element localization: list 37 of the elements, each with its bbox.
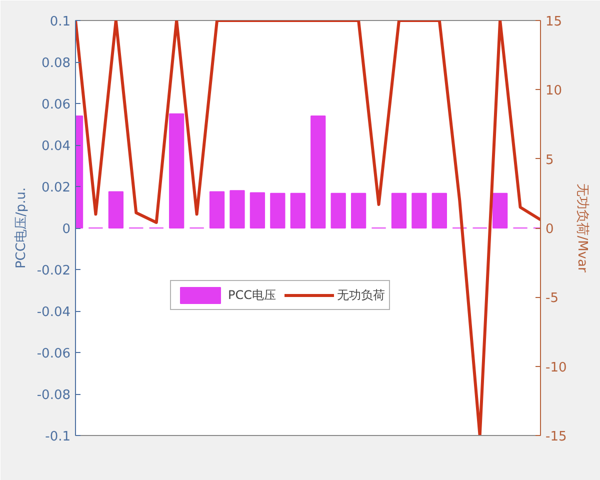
y-tick-label: -0.08: [36, 388, 71, 403]
bar: [310, 115, 326, 228]
y2-axis-title: 无功负荷/Mvar: [574, 184, 590, 273]
y-tick-label: 0.08: [42, 56, 71, 71]
y2-tick-label: 15: [546, 14, 562, 30]
y-tick-label: -0.06: [36, 346, 71, 362]
y2-tick-label: -10: [546, 360, 567, 376]
bar: [290, 192, 306, 228]
y2-tick-label: 5: [546, 152, 554, 168]
line-series: [76, 20, 540, 436]
bar: [250, 192, 266, 228]
y-axis-title: PCC电压/p.u.: [14, 187, 29, 269]
y2-tick-label: -5: [546, 291, 558, 306]
y-tick-label: -0.1: [45, 430, 71, 444]
y2-tick-label: 0: [546, 222, 554, 237]
bar: [169, 113, 184, 228]
bar: [270, 192, 286, 228]
bar: [330, 192, 346, 228]
y-tick-label: 0.1: [50, 14, 71, 30]
y2-tick-label: -15: [546, 430, 567, 444]
bar: [230, 190, 245, 228]
y-tick-label: 0.04: [42, 139, 71, 154]
bar: [391, 192, 407, 228]
y-tick-label: 0.02: [42, 180, 71, 196]
legend-label: PCC电压: [228, 286, 276, 304]
bar: [492, 192, 508, 228]
bar: [412, 192, 427, 228]
bar: [432, 192, 447, 228]
y-tick-label: 0.06: [42, 98, 71, 112]
bar: [209, 191, 225, 228]
legend-label: 无功负荷: [337, 286, 385, 304]
y2-tick-label: 10: [546, 84, 562, 99]
bar: [350, 192, 366, 228]
y-tick-label: 0: [62, 222, 71, 237]
y-tick-label: -0.02: [36, 264, 71, 278]
y-tick-label: -0.04: [36, 305, 71, 320]
bar: [108, 191, 124, 228]
